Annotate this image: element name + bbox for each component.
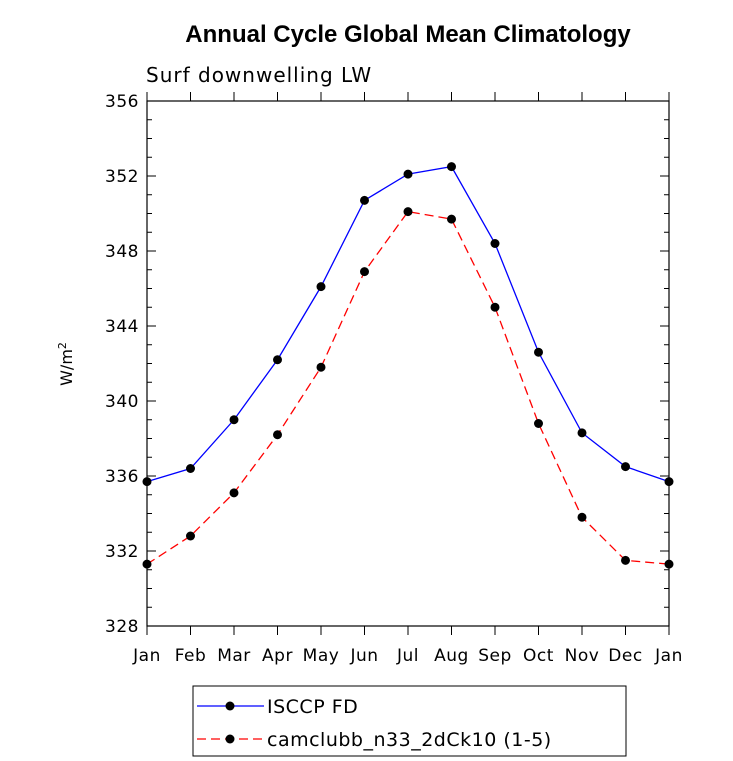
legend-entry: camclubb_n33_2dCk10 (1-5) (197, 729, 552, 751)
x-tick-label: Apr (262, 646, 293, 666)
data-point (447, 214, 456, 224)
data-point (316, 362, 326, 372)
data-point (577, 512, 587, 522)
x-tick-label: Jan (654, 646, 683, 666)
x-tick-label: Dec (608, 646, 642, 666)
data-point (273, 355, 282, 365)
data-point (360, 267, 369, 277)
x-tick-label: Jun (349, 646, 378, 666)
y-axis-label-superscript: 2 (56, 342, 69, 349)
y-tick-label: 336 (105, 467, 139, 487)
x-tick-label: Feb (175, 646, 207, 666)
axes: 328 332 336 340 344 348 352 356 Jan Feb Mar Apr May J… (105, 92, 683, 666)
data-point (403, 169, 413, 179)
series-line (146, 210, 670, 565)
data-point (664, 477, 674, 487)
data-point (490, 302, 500, 312)
chart-title: Annual Cycle Global Mean Climatology (185, 21, 631, 48)
data-point (534, 419, 543, 428)
legend-label: camclubb_n33_2dCk10 (1-5) (267, 729, 552, 751)
y-tick-label: 344 (105, 317, 139, 337)
x-tick-label: Aug (434, 646, 469, 666)
y-axis-label: W/m (57, 349, 76, 386)
data-point (490, 239, 500, 248)
data-point (229, 415, 239, 425)
data-point (186, 531, 195, 541)
x-tick-label: Oct (523, 646, 554, 666)
y-tick-label: 348 (105, 242, 139, 262)
legend-label: ISCCP FD (267, 696, 358, 718)
chart-subtitle: Surf downwelling LW (146, 63, 372, 87)
data-point (316, 282, 326, 292)
y-tick-label: 352 (105, 167, 139, 187)
svg-text:W/m2: W/m2 (56, 342, 76, 386)
data-point (534, 347, 543, 357)
data-point (142, 559, 152, 569)
series-2 (142, 207, 674, 569)
data-point (621, 555, 630, 565)
x-tick-label: Nov (565, 646, 600, 666)
x-tick-label: Mar (217, 646, 251, 666)
y-tick-label: 332 (105, 542, 139, 562)
data-point (186, 464, 195, 473)
data-point (142, 477, 152, 487)
data-point (229, 488, 239, 498)
y-tick-label: 356 (105, 92, 139, 112)
data-point (664, 559, 674, 569)
x-tick-label: May (303, 646, 340, 666)
y-axis-label-group: W/m2 (56, 342, 76, 386)
data-point (577, 428, 587, 438)
x-tick-label: Jan (132, 646, 161, 666)
legend-box (192, 685, 627, 757)
data-point (403, 207, 413, 217)
legend-marker (225, 734, 235, 744)
x-tick-label: Sep (478, 646, 512, 666)
data-point (360, 195, 369, 205)
y-tick-label: 328 (105, 617, 139, 637)
legend-entry: ISCCP FD (197, 696, 358, 718)
plot-frame (146, 100, 670, 627)
data-point (447, 162, 456, 172)
data-point (273, 430, 282, 440)
data-point (621, 462, 630, 472)
y-tick-label: 340 (105, 392, 139, 412)
legend-marker (225, 701, 235, 711)
x-tick-label: Jul (396, 646, 419, 666)
series-1 (142, 162, 674, 487)
legend: ISCCP FD camclubb_n33_2dCk10 (1-5) (192, 685, 627, 757)
series-layer (142, 162, 674, 569)
